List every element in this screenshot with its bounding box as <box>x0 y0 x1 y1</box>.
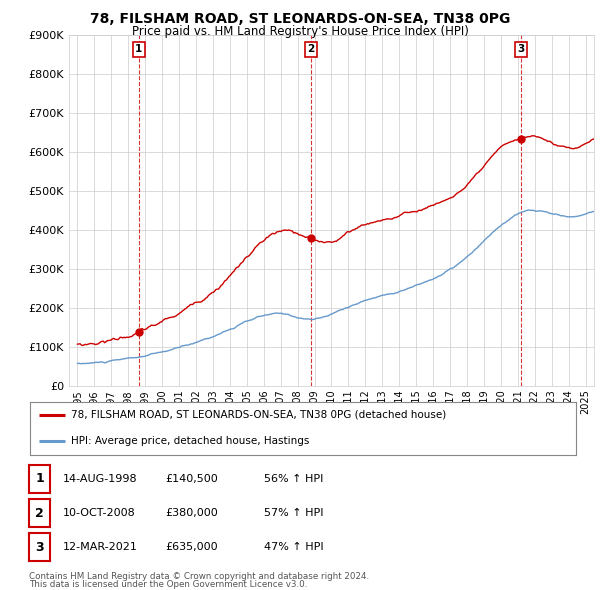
Text: £140,500: £140,500 <box>165 474 218 484</box>
Text: 3: 3 <box>35 540 44 554</box>
Text: 1: 1 <box>35 472 44 486</box>
Text: 12-MAR-2021: 12-MAR-2021 <box>63 542 138 552</box>
Text: £380,000: £380,000 <box>165 508 218 518</box>
Text: Price paid vs. HM Land Registry's House Price Index (HPI): Price paid vs. HM Land Registry's House … <box>131 25 469 38</box>
Text: 57% ↑ HPI: 57% ↑ HPI <box>264 508 323 518</box>
Text: Contains HM Land Registry data © Crown copyright and database right 2024.: Contains HM Land Registry data © Crown c… <box>29 572 370 581</box>
Text: 78, FILSHAM ROAD, ST LEONARDS-ON-SEA, TN38 0PG (detached house): 78, FILSHAM ROAD, ST LEONARDS-ON-SEA, TN… <box>71 409 446 419</box>
Text: 3: 3 <box>517 44 524 54</box>
Text: £635,000: £635,000 <box>165 542 218 552</box>
Text: 10-OCT-2008: 10-OCT-2008 <box>63 508 136 518</box>
Text: 14-AUG-1998: 14-AUG-1998 <box>63 474 137 484</box>
Text: 2: 2 <box>35 506 44 520</box>
Text: 47% ↑ HPI: 47% ↑ HPI <box>264 542 323 552</box>
Text: 1: 1 <box>135 44 142 54</box>
Text: HPI: Average price, detached house, Hastings: HPI: Average price, detached house, Hast… <box>71 436 310 446</box>
Text: 78, FILSHAM ROAD, ST LEONARDS-ON-SEA, TN38 0PG: 78, FILSHAM ROAD, ST LEONARDS-ON-SEA, TN… <box>90 12 510 26</box>
Text: This data is licensed under the Open Government Licence v3.0.: This data is licensed under the Open Gov… <box>29 580 308 589</box>
Text: 2: 2 <box>307 44 314 54</box>
Text: 56% ↑ HPI: 56% ↑ HPI <box>264 474 323 484</box>
